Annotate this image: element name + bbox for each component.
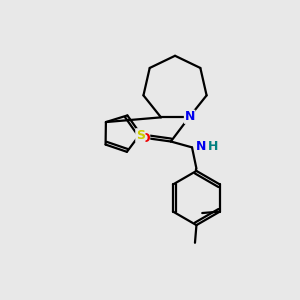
- Text: S: S: [136, 129, 145, 142]
- Text: N: N: [196, 140, 207, 153]
- Text: H: H: [208, 140, 218, 153]
- Text: N: N: [184, 110, 195, 123]
- Text: O: O: [139, 132, 150, 145]
